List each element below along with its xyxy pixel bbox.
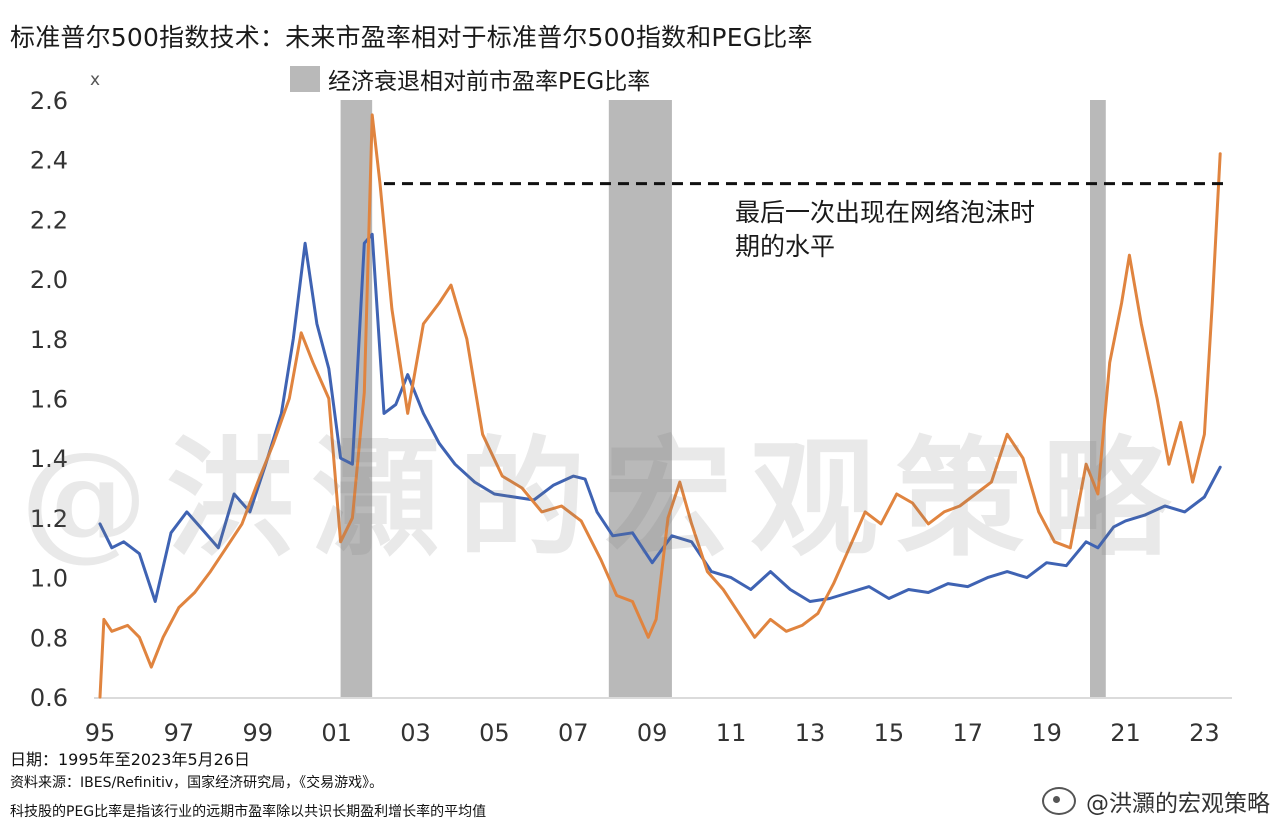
y-tick-label: 0.8 bbox=[30, 624, 68, 652]
recession-band-1 bbox=[608, 100, 672, 697]
x-tick-label: 95 bbox=[85, 719, 116, 747]
chart-title: 标准普尔500指数技术：未来市盈率相对于标准普尔500指数和PEG比率 bbox=[10, 23, 813, 52]
x-tick-label: 97 bbox=[164, 719, 195, 747]
x-tick-label: 11 bbox=[716, 719, 747, 747]
legend-label: 经济衰退相对前市盈率PEG比率 bbox=[328, 69, 651, 95]
x-tick-label: 13 bbox=[795, 719, 826, 747]
y-tick-label: 2.0 bbox=[30, 266, 68, 294]
source-note: 资料来源：IBES/Refinitiv，国家经济研究局，《交易游戏》。 bbox=[10, 775, 384, 791]
annotation-dotcom: 最后一次出现在网络泡沫时期的水平 bbox=[735, 198, 1036, 261]
y-tick-label: 0.6 bbox=[30, 684, 68, 712]
series-line-1 bbox=[98, 113, 1222, 699]
y-tick-label: 1.4 bbox=[30, 445, 68, 473]
y-tick-label: 2.2 bbox=[30, 206, 68, 234]
x-tick-label: 09 bbox=[637, 719, 668, 747]
x-tick-label: 07 bbox=[558, 719, 589, 747]
y-tick-label: 1.8 bbox=[30, 326, 68, 354]
y-tick-label: 1.6 bbox=[30, 386, 68, 414]
y-tick-label: 1.2 bbox=[30, 505, 68, 533]
x-tick-label: 05 bbox=[479, 719, 510, 747]
legend-item-recession: 经济衰退相对前市盈率PEG比率 bbox=[290, 64, 651, 95]
y-axis-unit: x bbox=[90, 70, 101, 90]
weibo-icon bbox=[1042, 787, 1076, 815]
x-tick-label: 03 bbox=[400, 719, 431, 747]
recession-band-2 bbox=[1090, 100, 1106, 697]
y-tick-label: 1.0 bbox=[30, 565, 68, 593]
x-tick-label: 15 bbox=[874, 719, 905, 747]
x-tick-label: 99 bbox=[242, 719, 273, 747]
date-note: 日期：1995年至2023年5月26日 bbox=[10, 750, 250, 769]
x-tick-label: 01 bbox=[321, 719, 352, 747]
definition-note: 科技股的PEG比率是指该行业的远期市盈率除以共识长期盈利增长率的平均值 bbox=[10, 804, 487, 820]
x-tick-label: 19 bbox=[1031, 719, 1062, 747]
x-tick-label: 17 bbox=[952, 719, 983, 747]
author-handle: @洪灝的宏观策略 bbox=[1042, 784, 1270, 818]
y-tick-label: 2.4 bbox=[30, 147, 68, 175]
author-handle-label: @洪灝的宏观策略 bbox=[1086, 791, 1270, 817]
x-tick-label: 23 bbox=[1189, 719, 1220, 747]
legend-swatch bbox=[290, 66, 320, 92]
y-tick-label: 2.6 bbox=[30, 87, 68, 115]
x-tick-label: 21 bbox=[1110, 719, 1141, 747]
